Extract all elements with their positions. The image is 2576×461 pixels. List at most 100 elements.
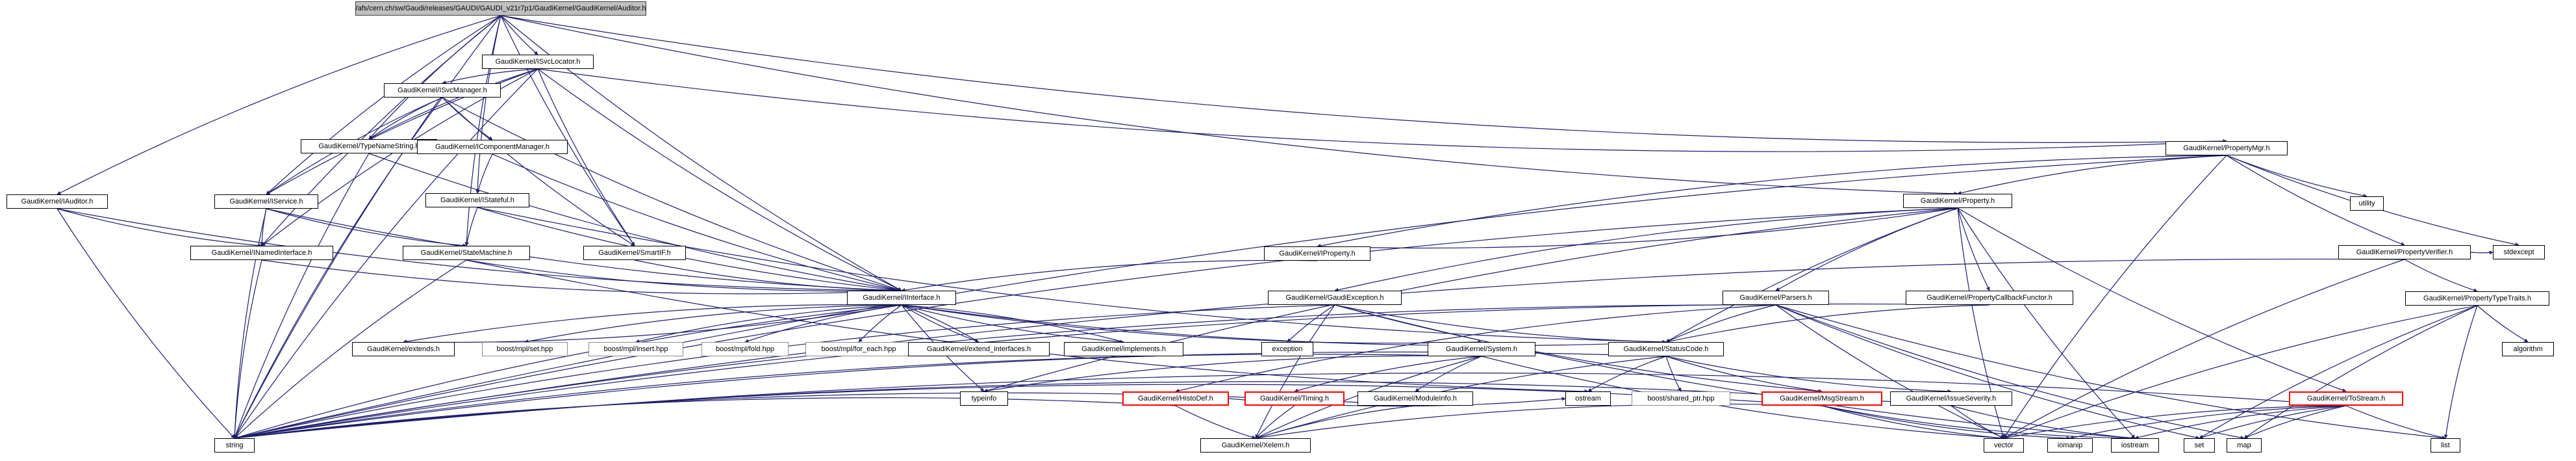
graph-node-label: GaudiKernel/extends.h bbox=[367, 345, 440, 353]
graph-edge bbox=[492, 153, 902, 292]
graph-node-istateful[interactable]: GaudiKernel/IStateful.h bbox=[425, 193, 529, 207]
graph-node-label: iomanip bbox=[2057, 441, 2083, 449]
graph-node-label: map bbox=[2237, 441, 2251, 449]
graph-edge bbox=[234, 304, 1776, 440]
graph-edge bbox=[1665, 356, 1682, 392]
graph-node-propertycallback[interactable]: GaudiKernel/PropertyCallbackFunctor.h bbox=[1906, 291, 2073, 305]
graph-node-iomanip[interactable]: iomanip bbox=[2047, 438, 2093, 453]
graph-edge bbox=[744, 304, 902, 343]
graph-node-label: GaudiKernel/StateMachine.h bbox=[420, 248, 512, 257]
graph-node-set[interactable]: set bbox=[2184, 438, 2215, 453]
graph-node-label: ostream bbox=[1575, 394, 1601, 402]
graph-node-property[interactable]: GaudiKernel/Property.h bbox=[1903, 194, 2012, 208]
graph-edge bbox=[1334, 207, 1958, 292]
graph-node-label: GaudiKernel/ISvcLocator.h bbox=[495, 57, 581, 66]
graph-node-label: boost/mpl/fold.hpp bbox=[716, 345, 774, 353]
graph-node-mpl_set[interactable]: boost/mpl/set.hpp bbox=[482, 342, 568, 356]
graph-node-iproperty[interactable]: GaudiKernel/IProperty.h bbox=[1264, 246, 1370, 261]
graph-edge bbox=[2470, 250, 2494, 255]
graph-edge bbox=[368, 153, 902, 293]
graph-node-icomponentmanager[interactable]: GaudiKernel/IComponentManager.h bbox=[417, 140, 568, 154]
graph-node-string[interactable]: string bbox=[214, 438, 255, 453]
graph-edge bbox=[368, 97, 443, 140]
graph-node-tostream[interactable]: GaudiKernel/ToStream.h bbox=[2289, 391, 2403, 406]
graph-node-iostream[interactable]: iostream bbox=[2111, 438, 2159, 453]
graph-node-label: list bbox=[2441, 441, 2450, 449]
graph-edge bbox=[901, 259, 1318, 293]
graph-edge bbox=[234, 15, 501, 439]
graph-node-ostream[interactable]: ostream bbox=[1565, 391, 1611, 406]
graph-node-inamedinterface[interactable]: GaudiKernel/INamedInterface.h bbox=[190, 246, 333, 260]
graph-node-exception[interactable]: exception bbox=[1261, 342, 1313, 356]
graph-node-label: GaudiKernel/SmartIF.h bbox=[598, 248, 671, 257]
graph-edge bbox=[466, 259, 1589, 393]
graph-edge bbox=[1775, 304, 2446, 440]
graph-edge bbox=[1255, 405, 1416, 440]
graph-node-utility[interactable]: utility bbox=[2350, 196, 2384, 211]
graph-edge bbox=[1951, 405, 2004, 439]
graph-node-shared_ptr[interactable]: boost/shared_ptr.hpp bbox=[1632, 391, 1730, 406]
graph-node-msgstream[interactable]: GaudiKernel/MsgStream.h bbox=[1762, 391, 1882, 406]
graph-edge bbox=[500, 15, 538, 55]
graph-node-xtoelem[interactable]: GaudiKernel/Xelem.h bbox=[1200, 438, 1311, 453]
graph-node-label: GaudiKernel/Property.h bbox=[1920, 196, 1995, 205]
graph-edge bbox=[635, 304, 902, 343]
graph-node-label: boost/mpl/insert.hpp bbox=[603, 345, 668, 353]
graph-node-issueseverity[interactable]: GaudiKernel/IssueSeverity.h bbox=[1890, 391, 2012, 406]
graph-edge bbox=[1951, 405, 2136, 440]
graph-edge bbox=[1334, 304, 1823, 393]
graph-node-moduleinfo[interactable]: GaudiKernel/ModuleInfo.h bbox=[1357, 391, 1473, 406]
graph-edge bbox=[57, 15, 501, 195]
graph-node-propertymgr[interactable]: GaudiKernel/PropertyMgr.h bbox=[2166, 141, 2288, 155]
graph-node-label: GaudiKernel/IService.h bbox=[229, 197, 303, 205]
graph-edge bbox=[368, 68, 538, 140]
graph-edge bbox=[464, 15, 501, 246]
graph-node-isvclocator[interactable]: GaudiKernel/ISvcLocator.h bbox=[482, 55, 594, 69]
graph-node-statuscode[interactable]: GaudiKernel/StatusCode.h bbox=[1608, 342, 1724, 356]
graph-node-histodef[interactable]: GaudiKernel/HistoDef.h bbox=[1122, 391, 1229, 406]
graph-node-parsers[interactable]: GaudiKernel/Parsers.h bbox=[1723, 291, 1829, 305]
graph-node-label: exception bbox=[1272, 345, 1303, 353]
graph-edge bbox=[901, 304, 1124, 344]
graph-node-algorithm[interactable]: algorithm bbox=[2502, 342, 2554, 356]
graph-edge bbox=[1317, 206, 1958, 249]
graph-edge bbox=[634, 259, 902, 293]
graph-node-propertyverifier[interactable]: GaudiKernel/PropertyVerifier.h bbox=[2338, 245, 2471, 259]
graph-node-label: GaudiKernel/INamedInterface.h bbox=[211, 248, 312, 257]
graph-node-propertytypetraits[interactable]: GaudiKernel/PropertyTypeTraits.h bbox=[2405, 291, 2549, 306]
graph-node-root[interactable]: /afs/cern.ch/sw/Gaudi/releases/GAUDI/GAU… bbox=[355, 1, 646, 16]
graph-node-extends[interactable]: GaudiKernel/extends.h bbox=[352, 342, 455, 356]
graph-node-implements[interactable]: GaudiKernel/implements.h bbox=[1064, 342, 1183, 356]
graph-node-mpl_for_each[interactable]: boost/mpl/for_each.hpp bbox=[805, 342, 912, 356]
graph-node-system[interactable]: GaudiKernel/System.h bbox=[1428, 342, 1535, 356]
graph-edge bbox=[234, 381, 1952, 440]
graph-edge bbox=[1255, 304, 1335, 439]
graph-node-timing[interactable]: GaudiKernel/Timing.h bbox=[1244, 391, 1345, 406]
graph-node-statemachine[interactable]: GaudiKernel/StateMachine.h bbox=[403, 246, 530, 260]
graph-node-isvcmanager[interactable]: GaudiKernel/ISvcManager.h bbox=[384, 83, 501, 98]
graph-node-mpl_insert[interactable]: boost/mpl/insert.hpp bbox=[588, 342, 683, 356]
graph-node-label: GaudiKernel/Timing.h bbox=[1260, 394, 1329, 402]
graph-edge bbox=[261, 259, 902, 295]
graph-node-typeinfo[interactable]: typeinfo bbox=[960, 391, 1008, 406]
graph-node-iauditor[interactable]: GaudiKernel/IAuditor.h bbox=[6, 194, 108, 209]
graph-edge bbox=[2477, 305, 2529, 343]
graph-edge bbox=[2345, 405, 2446, 440]
graph-edge bbox=[901, 304, 1667, 347]
graph-node-vector[interactable]: vector bbox=[1984, 438, 2024, 453]
graph-node-list[interactable]: list bbox=[2431, 438, 2460, 453]
graph-node-extend_interfaces[interactable]: GaudiKernel/extend_interfaces.h bbox=[908, 342, 1050, 356]
graph-edge bbox=[57, 208, 235, 439]
graph-node-smartif[interactable]: GaudiKernel/SmartIF.h bbox=[583, 246, 686, 260]
graph-node-label: GaudiKernel/implements.h bbox=[1081, 345, 1166, 353]
graph-edge bbox=[1587, 356, 1667, 392]
graph-node-label: GaudiKernel/PropertyTypeTraits.h bbox=[2423, 294, 2531, 302]
graph-node-map[interactable]: map bbox=[2227, 438, 2262, 453]
graph-node-mpl_fold[interactable]: boost/mpl/fold.hpp bbox=[701, 342, 789, 356]
graph-edge bbox=[2134, 405, 2347, 440]
graph-edge bbox=[1317, 155, 2227, 248]
graph-node-gaudiexception[interactable]: GaudiKernel/GaudiException.h bbox=[1268, 291, 1402, 305]
graph-node-iservice[interactable]: GaudiKernel/IService.h bbox=[214, 194, 318, 209]
graph-node-stdexcept[interactable]: stdexcept bbox=[2493, 245, 2545, 259]
graph-node-iinterface[interactable]: GaudiKernel/IInterface.h bbox=[847, 291, 956, 305]
